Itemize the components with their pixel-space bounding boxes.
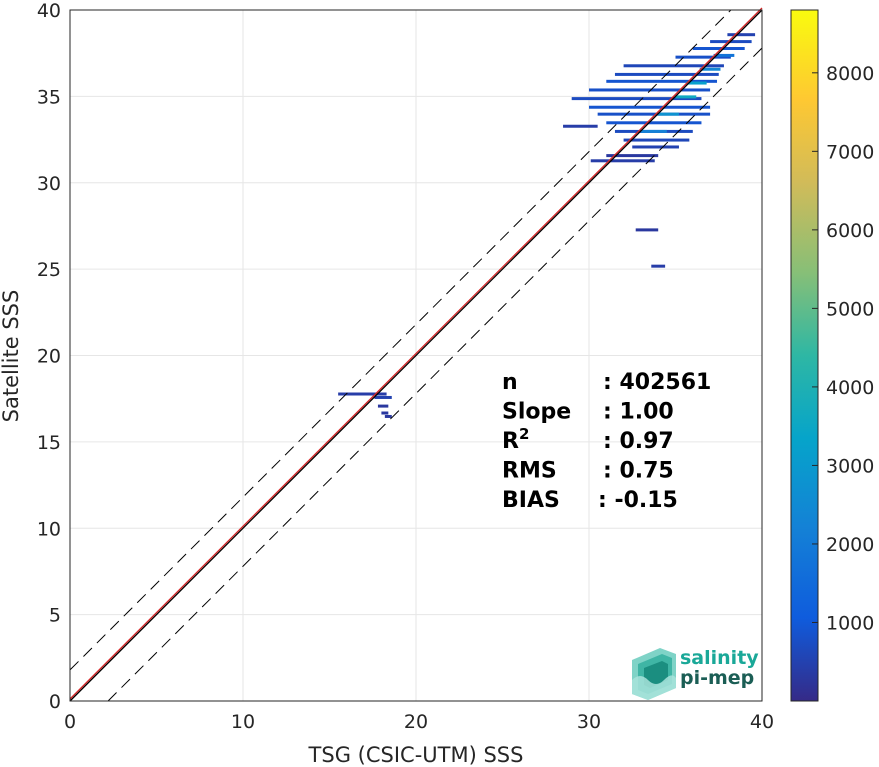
- density-cell: [606, 79, 718, 83]
- stat-value: : -0.15: [598, 488, 678, 513]
- density-cells: [338, 33, 756, 418]
- density-cell: [623, 64, 724, 68]
- axes-frame: [69, 9, 763, 702]
- colorbar: 1000 2000 3000 4000 5000 6000 7000 8000: [790, 9, 874, 702]
- logo-text-line2: pi-mep: [680, 667, 754, 689]
- regression-line: [69, 7, 763, 700]
- y-tick-label: 5: [49, 605, 61, 627]
- x-tick-label: 30: [577, 711, 601, 733]
- density-cell: [563, 124, 598, 128]
- colorbar-tick-label: 7000: [826, 141, 874, 163]
- axes-box: [69, 9, 763, 702]
- x-tick-label: 10: [231, 711, 255, 733]
- salinity-pimep-logo: salinity pi-mep: [632, 647, 759, 700]
- y-tick-label: 30: [37, 173, 61, 195]
- density-cell: [692, 47, 745, 51]
- density-cell: [381, 411, 389, 415]
- y-tick-label: 40: [37, 0, 61, 22]
- logo-text-line1: salinity: [680, 647, 759, 669]
- density-cell: [374, 395, 392, 399]
- stat-label: Slope: [502, 400, 571, 425]
- identity-line: [69, 9, 763, 702]
- stat-value: : 402561: [603, 370, 711, 395]
- stat-label: BIAS: [502, 488, 560, 513]
- density-cell: [377, 404, 389, 408]
- density-cell: [589, 105, 711, 109]
- reference-lines: [69, 7, 763, 702]
- y-tick-label: 25: [37, 259, 61, 281]
- density-cell: [632, 145, 679, 149]
- colorbar-tick-label: 3000: [826, 455, 874, 477]
- y-tick-label: 20: [37, 346, 61, 368]
- density-cell: [685, 81, 707, 85]
- stat-label: RMS: [502, 459, 557, 484]
- density-cell: [727, 33, 756, 37]
- colorbar-tick-label: 1000: [826, 612, 874, 634]
- stat-label-superscript: 2: [519, 425, 529, 443]
- y-tick-labels: 0 5 10 15 20 25 30 35 40: [37, 0, 61, 713]
- colorbar-tick-label: 4000: [826, 377, 874, 399]
- stat-label: n: [502, 370, 518, 395]
- density-cell: [606, 154, 659, 158]
- colorbar-tick-label: 8000: [826, 63, 874, 85]
- x-axis-label: TSG (CSIC-UTM) SSS: [308, 743, 524, 767]
- bound-line: [69, 9, 732, 671]
- colorbar-tick-labels: 1000 2000 3000 4000 5000 6000 7000 8000: [812, 63, 874, 634]
- density-cell: [658, 112, 679, 116]
- density-cell: [713, 53, 735, 57]
- density-cell: [651, 264, 666, 268]
- y-tick-label: 15: [37, 432, 61, 454]
- x-tick-label: 40: [750, 711, 774, 733]
- y-axis-label: Satellite SSS: [0, 290, 23, 423]
- stat-value: : 0.97: [603, 429, 674, 454]
- colorbar-tick-label: 6000: [826, 220, 874, 242]
- bound-line: [107, 47, 763, 702]
- y-tick-label: 35: [37, 86, 61, 108]
- density-cell: [675, 55, 731, 59]
- stat-value: : 0.75: [603, 459, 674, 484]
- y-tick-label: 10: [37, 518, 61, 540]
- density-cell: [606, 121, 702, 125]
- density-cell: [675, 95, 697, 99]
- x-tick-labels: 0 10 20 30 40: [64, 711, 774, 733]
- colorbar-tick-label: 5000: [826, 298, 874, 320]
- logo-mark-icon: [632, 648, 676, 700]
- x-tick-label: 20: [404, 711, 428, 733]
- density-cell: [597, 112, 711, 116]
- stat-value: : 1.00: [603, 400, 674, 425]
- density-cell: [590, 159, 655, 163]
- colorbar-tick-label: 2000: [826, 534, 874, 556]
- density-cell: [589, 88, 711, 92]
- density-cell: [338, 392, 387, 396]
- y-tick-label: 0: [49, 691, 61, 713]
- density-cell: [635, 228, 659, 232]
- density-cell: [571, 97, 702, 101]
- density-cell: [640, 129, 667, 133]
- density-cell: [384, 414, 392, 418]
- density-cell: [699, 67, 721, 71]
- density-cell: [623, 138, 690, 142]
- x-tick-label: 0: [64, 711, 76, 733]
